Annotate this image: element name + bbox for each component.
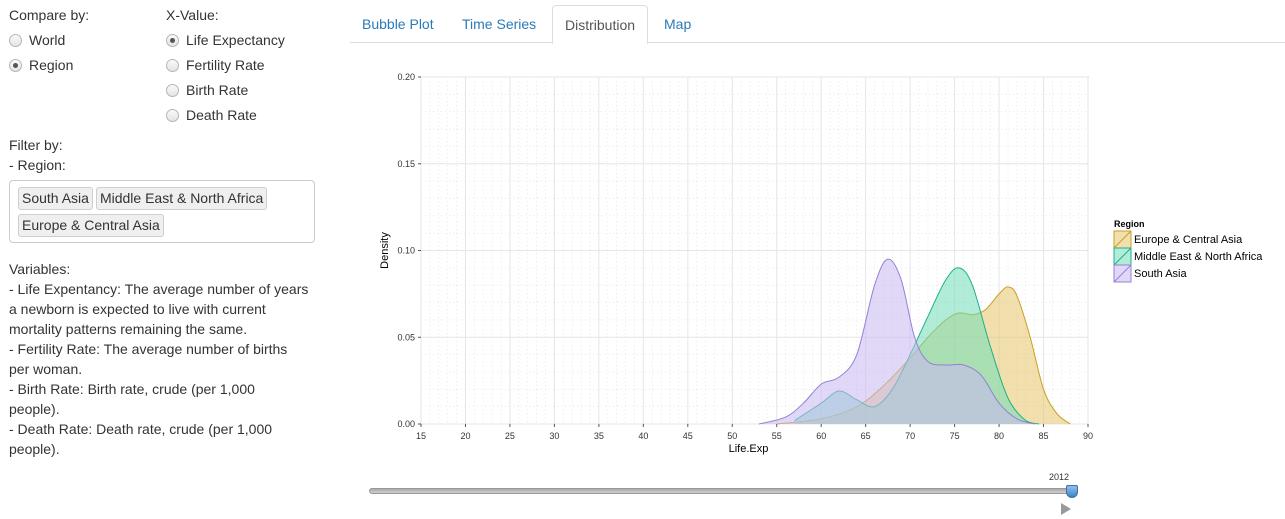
region-filter-label: - Region: [9, 157, 66, 173]
x-tick-label: 85 [1039, 431, 1049, 441]
radio-label: World [29, 32, 66, 48]
legend-label: Europe & Central Asia [1134, 234, 1243, 246]
variables-line: people). [9, 441, 60, 457]
tab-bubble-plot[interactable]: Bubble Plot [362, 16, 434, 32]
y-tick-label: 0.15 [397, 159, 415, 169]
variables-line: mortality patterns remaining the same. [9, 321, 248, 337]
region-select-input[interactable]: South Asia Middle East & North Africa Eu… [9, 180, 315, 243]
x-tick-label: 65 [861, 431, 871, 441]
y-axis-label: Density [379, 232, 391, 269]
variables-line: people). [9, 401, 60, 417]
radio-button[interactable] [166, 58, 179, 72]
radio-death-rate[interactable]: Death Rate [166, 105, 257, 125]
radio-label: Fertility Rate [186, 57, 265, 73]
x-tick-label: 15 [416, 431, 426, 441]
y-tick-label: 0.00 [397, 419, 415, 429]
x-tick-label: 40 [638, 431, 648, 441]
play-icon[interactable] [1061, 503, 1071, 515]
legend-label: Middle East & North Africa [1134, 251, 1263, 263]
radio-button[interactable] [166, 83, 179, 97]
x-tick-label: 90 [1083, 431, 1093, 441]
y-tick-label: 0.20 [397, 72, 415, 82]
region-tag[interactable]: Middle East & North Africa [95, 187, 268, 210]
radio-region[interactable]: Region [9, 55, 73, 75]
x-tick-label: 50 [727, 431, 737, 441]
region-tag[interactable]: Europe & Central Asia [18, 214, 164, 237]
variables-line: - Death Rate: Death rate, crude (per 1,0… [9, 421, 273, 437]
radio-life-expectancy[interactable]: Life Expectancy [166, 30, 285, 50]
compare-by-label: Compare by: [9, 7, 90, 23]
radio-birth-rate[interactable]: Birth Rate [166, 80, 248, 100]
x-tick-label: 75 [950, 431, 960, 441]
variables-description: Variables: - Life Expentancy: The averag… [9, 259, 321, 459]
radio-label: Birth Rate [186, 82, 249, 98]
region-tag[interactable]: South Asia [18, 187, 93, 210]
y-tick-label: 0.05 [397, 332, 415, 342]
x-tick-label: 70 [905, 431, 915, 441]
tab-distribution[interactable]: Distribution [552, 5, 649, 44]
density-line [758, 258, 1035, 425]
x-tick-label: 45 [683, 431, 693, 441]
radio-button[interactable] [9, 58, 22, 72]
variables-line: - Fertility Rate: The average number of … [9, 341, 288, 357]
radio-label: Region [29, 57, 74, 73]
sidebar: Compare by: World Region X-Value: Life E… [0, 0, 330, 519]
radio-button[interactable] [9, 33, 22, 47]
year-slider-track[interactable] [369, 488, 1075, 494]
legend-swatch-line [1113, 247, 1132, 266]
x-tick-label: 30 [549, 431, 559, 441]
x-value-label: X-Value: [166, 7, 219, 23]
variables-line: - Birth Rate: Birth rate, crude (per 1,0… [9, 381, 255, 397]
y-tick-label: 0.10 [397, 246, 415, 256]
variables-line: a newborn is expected to live with curre… [9, 301, 266, 317]
x-tick-label: 25 [505, 431, 515, 441]
tab-bar: Bubble Plot Time Series Distribution Map [350, 0, 1285, 44]
variables-line: - Life Expentancy: The average number of… [9, 281, 309, 297]
legend-title: Region [1114, 219, 1145, 229]
legend-label: South Asia [1134, 268, 1187, 280]
density-area [758, 259, 1035, 424]
radio-button[interactable] [166, 33, 179, 47]
x-tick-label: 60 [816, 431, 826, 441]
tab-map[interactable]: Map [664, 16, 692, 32]
x-axis-label: Life.Exp [729, 443, 769, 455]
radio-label: Life Expectancy [186, 32, 285, 48]
radio-world[interactable]: World [9, 30, 65, 50]
radio-button[interactable] [166, 108, 179, 122]
legend-swatch-line [1113, 264, 1132, 283]
radio-label: Death Rate [186, 107, 257, 123]
radio-fertility-rate[interactable]: Fertility Rate [166, 55, 265, 75]
slider-year-value: 2012 [1049, 472, 1070, 482]
x-tick-label: 55 [772, 431, 782, 441]
legend-swatch-line [1113, 230, 1132, 249]
variables-line: Variables: [9, 261, 71, 277]
variables-line: per woman. [9, 361, 83, 377]
year-slider-handle[interactable] [1066, 485, 1078, 498]
x-tick-label: 80 [994, 431, 1004, 441]
x-tick-label: 35 [594, 431, 604, 441]
tab-time-series[interactable]: Time Series [462, 16, 537, 32]
density-chart: 15 20 25 30 35 40 45 50 55 60 65 70 75 80 85 90 0.00 0.05… [379, 72, 1263, 455]
filter-by-label: Filter by: [9, 137, 63, 153]
x-tick-label: 20 [460, 431, 470, 441]
